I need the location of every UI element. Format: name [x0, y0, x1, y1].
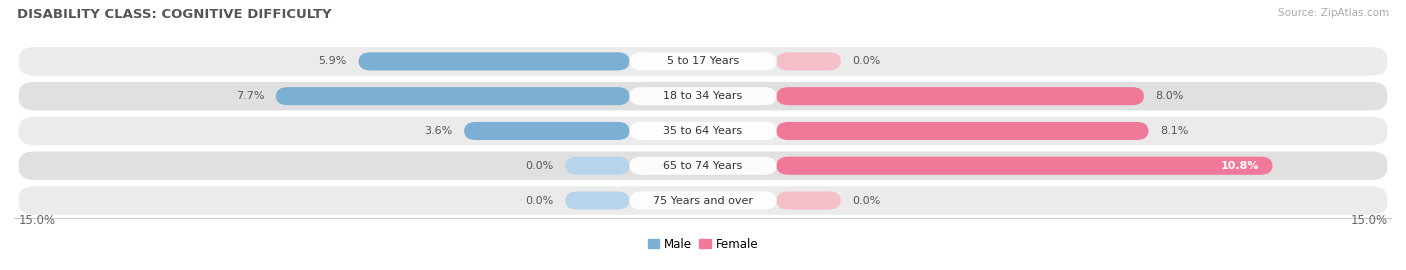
FancyBboxPatch shape	[565, 191, 630, 210]
Text: 10.8%: 10.8%	[1220, 161, 1258, 171]
Legend: Male, Female: Male, Female	[643, 233, 763, 255]
FancyBboxPatch shape	[276, 87, 630, 105]
Text: 15.0%: 15.0%	[1350, 214, 1388, 227]
FancyBboxPatch shape	[630, 87, 776, 105]
Text: 65 to 74 Years: 65 to 74 Years	[664, 161, 742, 171]
FancyBboxPatch shape	[630, 52, 776, 70]
FancyBboxPatch shape	[776, 122, 1149, 140]
FancyBboxPatch shape	[18, 186, 1388, 215]
FancyBboxPatch shape	[359, 52, 630, 70]
FancyBboxPatch shape	[776, 157, 1272, 175]
Text: 3.6%: 3.6%	[425, 126, 453, 136]
FancyBboxPatch shape	[776, 52, 841, 70]
Text: 5 to 17 Years: 5 to 17 Years	[666, 56, 740, 66]
Text: 0.0%: 0.0%	[526, 195, 554, 205]
Text: 8.0%: 8.0%	[1156, 91, 1184, 101]
FancyBboxPatch shape	[776, 191, 841, 210]
FancyBboxPatch shape	[18, 117, 1388, 145]
Text: 35 to 64 Years: 35 to 64 Years	[664, 126, 742, 136]
FancyBboxPatch shape	[18, 47, 1388, 76]
Text: DISABILITY CLASS: COGNITIVE DIFFICULTY: DISABILITY CLASS: COGNITIVE DIFFICULTY	[17, 8, 332, 21]
Text: 15.0%: 15.0%	[18, 214, 56, 227]
Text: 18 to 34 Years: 18 to 34 Years	[664, 91, 742, 101]
Text: Source: ZipAtlas.com: Source: ZipAtlas.com	[1278, 8, 1389, 18]
Text: 75 Years and over: 75 Years and over	[652, 195, 754, 205]
Text: 7.7%: 7.7%	[236, 91, 264, 101]
FancyBboxPatch shape	[464, 122, 630, 140]
FancyBboxPatch shape	[565, 157, 630, 175]
FancyBboxPatch shape	[630, 157, 776, 175]
FancyBboxPatch shape	[630, 191, 776, 210]
FancyBboxPatch shape	[630, 122, 776, 140]
FancyBboxPatch shape	[18, 151, 1388, 180]
Text: 0.0%: 0.0%	[852, 56, 880, 66]
Text: 8.1%: 8.1%	[1160, 126, 1188, 136]
Text: 5.9%: 5.9%	[319, 56, 347, 66]
FancyBboxPatch shape	[18, 82, 1388, 110]
FancyBboxPatch shape	[776, 87, 1144, 105]
Text: 0.0%: 0.0%	[526, 161, 554, 171]
Text: 0.0%: 0.0%	[852, 195, 880, 205]
